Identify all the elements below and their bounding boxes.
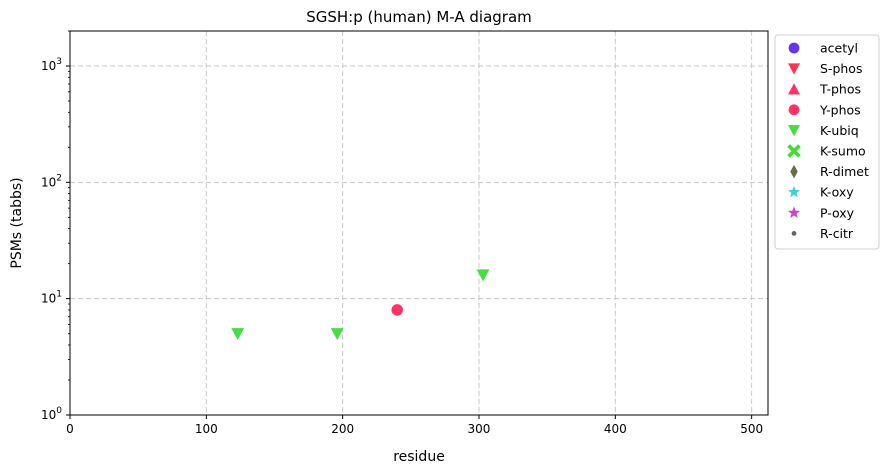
y-tick-exponent: 2 (56, 173, 62, 183)
legend-label: K-sumo (820, 144, 866, 159)
legend-marker-k-oxy (787, 185, 801, 198)
x-tick-label: 200 (331, 422, 354, 436)
legend-label: Y-phos (819, 102, 861, 117)
legend-box (774, 34, 880, 250)
x-tick-label: 500 (740, 422, 763, 436)
legend-marker-k-sumo (787, 144, 801, 158)
y-tick-label: 103 (41, 57, 62, 73)
legend-marker-r-citr (791, 231, 797, 236)
legend-label: K-ubiq (820, 123, 859, 138)
legend-label: R-citr (820, 226, 854, 241)
y-tick-label: 101 (41, 290, 62, 306)
y-tick-label: 102 (41, 173, 62, 189)
legend-label: P-oxy (820, 205, 855, 220)
data-point-y-phos (391, 304, 403, 316)
x-tick-label: 100 (195, 422, 218, 436)
legend: acetyl S-phos T-phos Y-phos K-ubiq K-sumo R-di… (774, 34, 880, 250)
x-axis-label: residue (393, 449, 445, 465)
x-tick-label: 0 (66, 422, 74, 436)
legend-marker-t-phos (788, 83, 800, 95)
legend-label: T-phos (819, 82, 861, 97)
legend-marker-r-dimet (790, 164, 798, 179)
legend-label: R-dimet (820, 164, 869, 179)
y-tick-exponent: 1 (56, 290, 62, 300)
y-tick-exponent: 3 (56, 57, 62, 67)
data-point-k-ubiq (476, 269, 490, 282)
y-tick-base: 10 (41, 408, 56, 422)
y-tick-base: 10 (41, 292, 56, 306)
data-points (231, 269, 490, 341)
chart-title: SGSH:p (human) M-A diagram (306, 8, 532, 26)
data-point-k-ubiq (330, 328, 344, 341)
legend-marker-k-ubiq (788, 125, 800, 137)
data-point-k-ubiq (231, 328, 245, 341)
y-tick-exponent: 0 (56, 406, 62, 416)
legend-marker-acetyl (788, 42, 800, 54)
y-tick-base: 10 (41, 175, 56, 189)
grid (70, 31, 768, 415)
y-axis-label: PSMs (tabbs) (9, 177, 25, 268)
legend-label: S-phos (820, 61, 862, 76)
legend-label: K-oxy (820, 185, 854, 200)
y-tick-base: 10 (41, 59, 56, 73)
x-tick-label: 300 (468, 422, 491, 436)
legend-label: acetyl (820, 41, 858, 56)
legend-marker-s-phos (788, 63, 800, 75)
plot-frame (69, 30, 769, 416)
legend-marker-y-phos (788, 104, 800, 116)
legend-marker-p-oxy (787, 206, 801, 218)
x-tick-label: 400 (604, 422, 627, 436)
x-axis: 0 100 200 300 400 500 (66, 415, 763, 436)
y-tick-label: 100 (41, 406, 62, 422)
